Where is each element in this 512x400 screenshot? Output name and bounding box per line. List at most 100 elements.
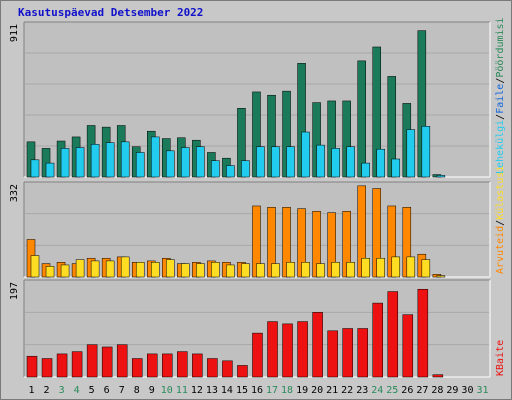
bar-bottom-kbaite-day-4 bbox=[71, 351, 83, 378]
x-tick-label: 28 bbox=[431, 385, 443, 396]
bar-top-faile-day-22 bbox=[346, 146, 355, 178]
bar-middle-külastusi-day-28 bbox=[436, 275, 446, 278]
bar-bottom-kbaite-day-25 bbox=[387, 291, 399, 378]
x-tick-label: 6 bbox=[104, 385, 110, 396]
bar-top-faile-day-14 bbox=[226, 165, 235, 178]
bar-bottom-kbaite-day-27 bbox=[417, 288, 429, 378]
x-tick-label: 18 bbox=[281, 385, 293, 396]
bar-top-pöördumisi-day-23 bbox=[357, 60, 366, 178]
bar-top-faile-day-9 bbox=[151, 136, 160, 178]
bar-middle-külastusi-day-9 bbox=[151, 262, 160, 278]
x-tick-label: 22 bbox=[341, 385, 353, 396]
x-tick-label: 5 bbox=[89, 385, 95, 396]
bar-bottom-kbaite-day-13 bbox=[207, 358, 218, 378]
bar-top-faile-day-27 bbox=[421, 126, 431, 178]
bar-middle-külastusi-day-20 bbox=[316, 263, 325, 278]
bar-top-faile-day-19 bbox=[301, 131, 310, 178]
bar-top-faile-day-13 bbox=[211, 160, 220, 178]
legend-middle-part: Külastusi bbox=[495, 166, 506, 220]
bar-top-faile-day-5 bbox=[90, 144, 100, 178]
bar-top-faile-day-25 bbox=[391, 158, 401, 178]
bar-top-faile-day-23 bbox=[361, 162, 370, 178]
bar-middle-külastusi-day-4 bbox=[75, 259, 85, 278]
legend-top: Lehekülgi/Faile/Pöördumisi bbox=[495, 17, 506, 174]
bar-middle-külastusi-day-21 bbox=[331, 262, 340, 278]
x-tick-label: 21 bbox=[326, 385, 338, 396]
x-tick-label: 19 bbox=[296, 385, 308, 396]
bar-middle-külastusi-day-26 bbox=[406, 256, 416, 278]
bar-bottom-kbaite-day-5 bbox=[86, 344, 98, 378]
bar-top-faile-day-16 bbox=[256, 146, 265, 178]
x-tick-label: 31 bbox=[476, 385, 488, 396]
chart-title: Kasutuspäevad Detsember 2022 bbox=[18, 6, 204, 19]
x-tick-label: 30 bbox=[461, 385, 473, 396]
bar-top-faile-day-7 bbox=[120, 141, 130, 178]
bar-middle-külastusi-day-15 bbox=[241, 263, 250, 278]
bar-bottom-kbaite-day-1 bbox=[26, 355, 38, 378]
bar-middle-külastusi-day-2 bbox=[45, 266, 55, 278]
x-tick-label: 29 bbox=[446, 385, 458, 396]
bar-middle-külastusi-day-16 bbox=[256, 263, 265, 278]
bar-top-faile-day-8 bbox=[135, 152, 145, 178]
bar-middle-külastusi-day-23 bbox=[361, 257, 370, 278]
y-max-label-bottom: 197 bbox=[9, 282, 20, 300]
x-tick-label: 14 bbox=[221, 385, 233, 396]
x-tick-label: 13 bbox=[206, 385, 218, 396]
bar-bottom-kbaite-day-14 bbox=[222, 360, 233, 378]
x-tick-label: 2 bbox=[44, 385, 50, 396]
bar-bottom-kbaite-day-28 bbox=[432, 374, 444, 378]
legend-top-part: / bbox=[495, 78, 506, 84]
legend-middle-part: Arvuteid bbox=[495, 226, 506, 274]
bar-bottom-kbaite-day-2 bbox=[41, 358, 53, 378]
x-tick-label: 11 bbox=[176, 385, 188, 396]
bar-middle-külastusi-day-24 bbox=[376, 257, 385, 278]
bar-bottom-kbaite-day-23 bbox=[357, 328, 368, 378]
bar-top-faile-day-12 bbox=[196, 146, 205, 178]
x-tick-label: 17 bbox=[266, 385, 278, 396]
x-tick-label: 8 bbox=[134, 385, 140, 396]
bar-middle-külastusi-day-17 bbox=[271, 263, 280, 278]
bar-top-faile-day-3 bbox=[60, 148, 70, 178]
bar-middle-külastusi-day-8 bbox=[135, 262, 145, 278]
bar-middle-külastusi-day-14 bbox=[226, 264, 235, 278]
bar-bottom-kbaite-day-16 bbox=[252, 332, 263, 378]
legend-top-part: Faile bbox=[495, 84, 506, 114]
legend-middle: Arvuteid/Külastusi bbox=[495, 166, 506, 274]
bar-top-faile-day-11 bbox=[181, 147, 190, 178]
bar-bottom-kbaite-day-8 bbox=[131, 358, 143, 378]
legend-top-part: / bbox=[495, 114, 506, 120]
bar-top-faile-day-24 bbox=[376, 148, 385, 178]
bar-middle-külastusi-day-19 bbox=[301, 262, 310, 278]
x-tick-label: 20 bbox=[311, 385, 323, 396]
x-tick-label: 27 bbox=[416, 385, 428, 396]
bar-top-faile-day-2 bbox=[45, 162, 55, 178]
bar-bottom-kbaite-day-19 bbox=[297, 321, 308, 378]
x-tick-label: 7 bbox=[119, 385, 125, 396]
legend-middle-part: / bbox=[495, 220, 506, 226]
x-tick-label: 16 bbox=[251, 385, 263, 396]
bar-top-faile-day-1 bbox=[30, 159, 40, 178]
bar-bottom-kbaite-day-21 bbox=[327, 330, 338, 378]
legend-top-part: Pöördumisi bbox=[495, 17, 506, 77]
bar-bottom-kbaite-day-10 bbox=[162, 353, 173, 378]
bar-bottom-kbaite-day-24 bbox=[372, 302, 383, 378]
bar-top-faile-day-10 bbox=[166, 150, 175, 178]
bar-top-faile-day-4 bbox=[75, 147, 85, 178]
bar-top-faile-day-21 bbox=[331, 148, 340, 178]
bar-bottom-kbaite-day-12 bbox=[192, 353, 203, 378]
x-tick-label: 12 bbox=[191, 385, 203, 396]
x-tick-label: 26 bbox=[401, 385, 413, 396]
y-max-label-middle: 332 bbox=[9, 184, 20, 202]
bar-middle-külastusi-day-10 bbox=[166, 259, 175, 278]
bar-bottom-kbaite-day-3 bbox=[56, 353, 68, 378]
legend-top-part: Lehekülgi bbox=[495, 120, 506, 174]
bar-bottom-kbaite-day-22 bbox=[342, 328, 353, 378]
x-tick-label: 1 bbox=[29, 385, 35, 396]
legend-bottom-part: KBaite bbox=[495, 340, 506, 376]
legend-bottom: KBaite bbox=[495, 340, 506, 376]
x-tick-label: 9 bbox=[149, 385, 155, 396]
bar-middle-külastusi-day-13 bbox=[211, 262, 220, 278]
bar-bottom-kbaite-day-26 bbox=[402, 314, 414, 378]
bar-bottom-kbaite-day-17 bbox=[267, 321, 278, 378]
